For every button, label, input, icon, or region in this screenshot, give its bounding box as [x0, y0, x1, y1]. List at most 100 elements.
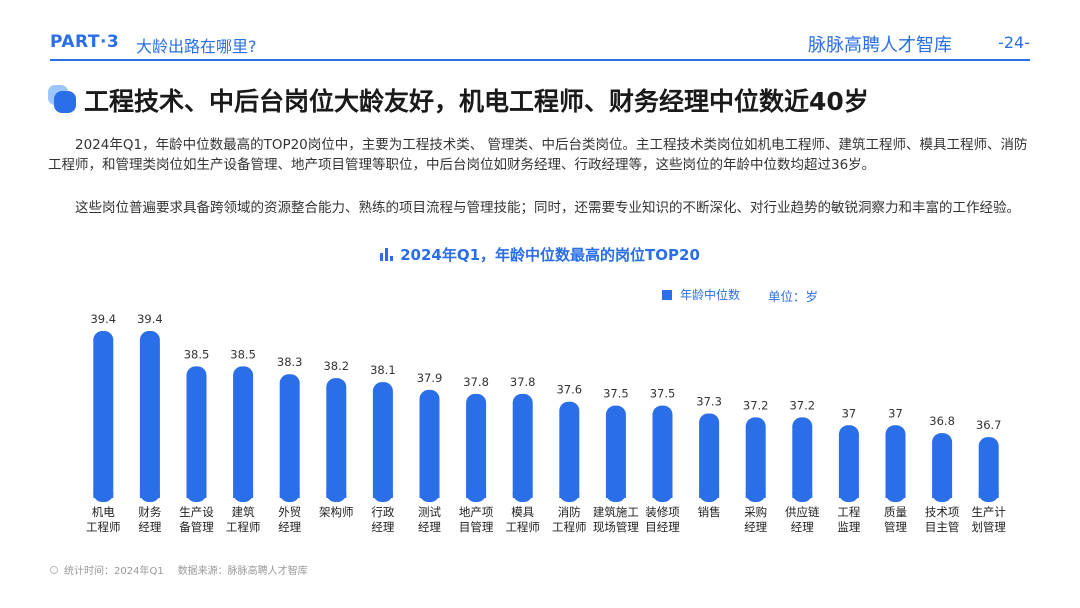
- chart-title-row: 2024年Q1，年龄中位数最高的岗位TOP20: [0, 244, 1080, 265]
- chart-title: 2024年Q1，年龄中位数最高的岗位TOP20: [380, 244, 700, 265]
- value-label-13: 37.5: [650, 387, 676, 401]
- category-label-15-2: 经理: [744, 520, 767, 534]
- category-label-17-1: 工程: [837, 505, 860, 519]
- value-label-16: 37.2: [789, 398, 815, 412]
- bullet-blob-icon: [48, 85, 76, 113]
- bar-base-12: [605, 492, 626, 498]
- value-label-3: 38.5: [184, 347, 210, 361]
- bar-15: [745, 417, 766, 502]
- footer-dot-icon: [50, 566, 58, 574]
- headline-row: 工程技术、中后台岗位大龄友好，机电工程师、财务经理中位数近40岁: [48, 82, 1038, 118]
- category-label-5-1: 外贸: [278, 505, 301, 519]
- value-label-10: 37.8: [510, 375, 536, 389]
- category-label-1-2: 工程师: [86, 520, 121, 534]
- chart-title-text: 2024年Q1，年龄中位数最高的岗位TOP20: [400, 246, 700, 264]
- category-label-19-1: 技术项: [925, 505, 960, 519]
- bar-19: [932, 433, 953, 502]
- bar-base-17: [838, 492, 859, 498]
- category-label-14-1: 销售: [698, 505, 721, 519]
- unit-label: 单位：岁: [768, 289, 819, 304]
- category-label-11-1: 消防: [558, 505, 581, 519]
- value-label-1: 39.4: [90, 312, 116, 326]
- category-label-16-1: 供应链: [785, 505, 820, 519]
- bar-18: [885, 425, 906, 502]
- legend-swatch: [662, 290, 672, 300]
- bar-base-2: [139, 492, 160, 498]
- bar-base-5: [279, 492, 300, 498]
- bar-7: [372, 382, 393, 502]
- category-label-4-2: 工程师: [226, 520, 261, 534]
- page-title: 工程技术、中后台岗位大龄友好，机电工程师、财务经理中位数近40岁: [84, 87, 869, 116]
- bar-base-7: [372, 492, 393, 498]
- category-label-12-2: 现场管理: [593, 520, 639, 534]
- value-label-11: 37.6: [556, 383, 582, 397]
- bar-base-18: [885, 492, 906, 498]
- value-label-17: 37: [842, 406, 857, 420]
- category-label-9-1: 地产项: [459, 505, 494, 519]
- bar-3: [186, 366, 207, 502]
- bar-17: [838, 425, 859, 502]
- value-label-4: 38.5: [230, 347, 256, 361]
- bar-4: [233, 366, 254, 502]
- bar-base-10: [512, 492, 533, 498]
- bar-base-11: [559, 492, 580, 498]
- category-label-7-1: 行政: [371, 505, 394, 519]
- category-label-12-1: 建筑施工: [593, 505, 639, 519]
- category-label-10-2: 工程师: [505, 520, 540, 534]
- value-label-8: 37.9: [417, 371, 443, 385]
- category-label-8-2: 经理: [418, 520, 441, 534]
- bar-base-13: [652, 492, 673, 498]
- category-label-18-2: 管理: [884, 520, 907, 534]
- footer-stat-time: 统计时间：2024年Q1: [64, 566, 164, 577]
- bar-10: [512, 393, 533, 502]
- category-label-13-1: 装修项: [645, 505, 680, 519]
- category-label-8-1: 测试: [418, 505, 441, 519]
- value-label-15: 37.2: [743, 398, 769, 412]
- bar-base-3: [186, 492, 207, 498]
- bar-base-16: [792, 492, 813, 498]
- category-label-17-2: 监理: [837, 520, 860, 534]
- category-label-11-2: 工程师: [552, 520, 587, 534]
- legend-label: 年龄中位数: [680, 288, 741, 302]
- part-title: 大龄出路在哪里?: [136, 37, 257, 56]
- category-label-3-1: 生产设: [179, 505, 214, 519]
- chart-legend: 年龄中位数: [662, 286, 740, 303]
- category-label-19-2: 目主管: [925, 520, 960, 534]
- bar-13: [652, 405, 673, 502]
- bar-base-8: [419, 492, 440, 498]
- bar-20: [978, 437, 999, 502]
- category-label-20-2: 划管理: [971, 520, 1006, 534]
- category-label-20-1: 生产计: [971, 505, 1006, 519]
- value-label-5: 38.3: [277, 355, 303, 369]
- value-label-20: 36.7: [976, 418, 1002, 432]
- bar-5: [279, 374, 300, 502]
- value-label-12: 37.5: [603, 387, 629, 401]
- bar-14: [699, 413, 720, 502]
- category-label-15-1: 采购: [744, 505, 767, 519]
- bar-8: [419, 389, 440, 502]
- bar-9: [466, 393, 487, 502]
- bar-1: [93, 331, 114, 502]
- bar-base-9: [466, 492, 487, 498]
- category-label-7-2: 经理: [371, 520, 394, 534]
- category-label-2-2: 经理: [138, 520, 161, 534]
- value-label-19: 36.8: [929, 414, 955, 428]
- bar-base-14: [699, 492, 720, 498]
- bar-base-6: [326, 492, 347, 498]
- bar-base-19: [932, 492, 953, 498]
- brand-name: 脉脉高聘人才智库: [808, 35, 952, 56]
- category-label-4-1: 建筑: [232, 505, 255, 519]
- bar-11: [559, 401, 580, 502]
- category-label-1-1: 机电: [92, 505, 115, 519]
- value-label-7: 38.1: [370, 363, 396, 377]
- page-number: -24-: [998, 33, 1030, 52]
- top-header: PART·3 大龄出路在哪里? 脉脉高聘人才智库 -24-: [50, 26, 1030, 60]
- category-label-16-2: 经理: [791, 520, 814, 534]
- paragraph-1: 2024年Q1，年龄中位数最高的TOP20岗位中，主要为工程技术类、 管理类、中…: [48, 137, 1028, 173]
- category-label-3-2: 备管理: [179, 520, 214, 534]
- value-label-6: 38.2: [323, 359, 349, 373]
- bar-chart-icon: [380, 248, 394, 261]
- bar-base-15: [745, 492, 766, 498]
- value-label-2: 39.4: [137, 312, 163, 326]
- bar-12: [605, 405, 626, 502]
